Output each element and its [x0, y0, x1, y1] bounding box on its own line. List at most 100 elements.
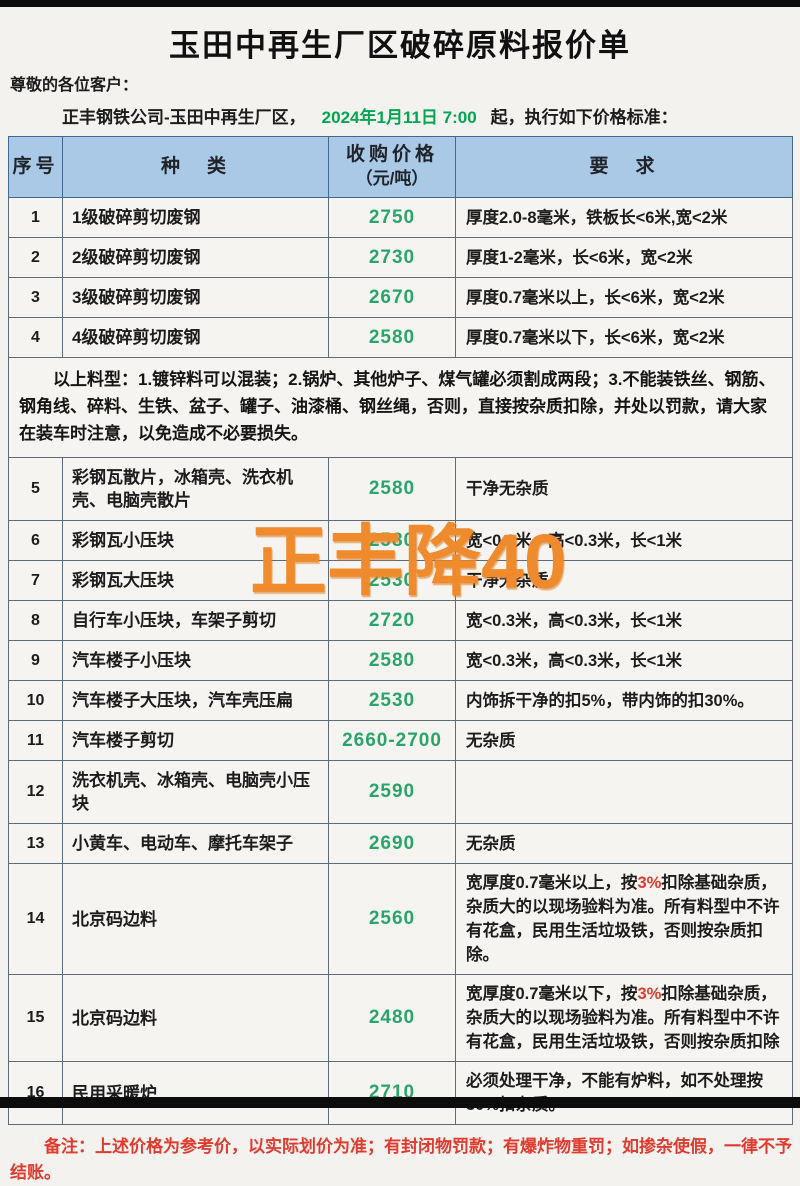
seq-cell: 1: [8, 197, 63, 238]
price-cell: 2690: [328, 823, 456, 864]
kind-cell: 北京码边料: [62, 863, 329, 975]
req-cell: 干净无杂质: [455, 457, 793, 521]
header-kind: 种 类: [62, 136, 329, 198]
price-cell: 2580: [328, 520, 456, 561]
effective-suffix: 起，执行如下价格标准：: [490, 108, 678, 127]
quotation-sheet: 玉田中再生厂区破碎原料报价单 尊敬的各位客户： 正丰钢铁公司-玉田中再生厂区， 2…: [0, 7, 800, 1186]
req-cell: 宽<0.3米，高<0.3米，长<1米: [455, 520, 793, 561]
price-cell: 2670: [328, 277, 456, 318]
kind-cell: 4级破碎剪切废钢: [62, 317, 329, 358]
price-cell: 2660-2700: [328, 720, 456, 761]
req-cell: 厚度0.7毫米以上，长<6米，宽<2米: [455, 277, 793, 318]
kind-cell: 3级破碎剪切废钢: [62, 277, 329, 318]
effective-datetime: 2024年1月11日 7:00: [321, 108, 477, 127]
req-cell: 厚度1-2毫米，长<6米，宽<2米: [455, 237, 793, 278]
req-cell: 内饰拆干净的扣5%，带内饰的扣30%。: [455, 680, 793, 721]
kind-cell: 自行车小压块，车架子剪切: [62, 600, 329, 641]
header-seq: 序号: [8, 136, 63, 198]
seq-cell: 4: [8, 317, 63, 358]
table-row: 8 自行车小压块，车架子剪切 2720 宽<0.3米，高<0.3米，长<1米: [8, 600, 793, 641]
table-row: 1 1级破碎剪切废钢 2750 厚度2.0-8毫米，铁板长<6米,宽<2米: [8, 197, 793, 238]
table-row: 15 北京码边料 2480 宽厚度0.7毫米以下，按3%扣除基础杂质，杂质大的以现场验…: [8, 974, 793, 1062]
kind-cell: 彩钢瓦小压块: [62, 520, 329, 561]
remark-note: 备注：上述价格为参考价，以实际划价为准；有封闭物罚款；有爆炸物重罚；如掺杂使假，…: [10, 1137, 792, 1182]
kind-cell: 2级破碎剪切废钢: [62, 237, 329, 278]
table-row: 6 彩钢瓦小压块 2580 宽<0.3米，高<0.3米，长<1米: [8, 520, 793, 561]
seq-cell: 3: [8, 277, 63, 318]
req-cell: 无杂质: [455, 823, 793, 864]
table-row: 12 洗衣机壳、冰箱壳、电脑壳小压块 2590: [8, 760, 793, 824]
seq-cell: 11: [8, 720, 63, 761]
price-cell: 2590: [328, 760, 456, 824]
req-cell: 无杂质: [455, 720, 793, 761]
page-title: 玉田中再生厂区破碎原料报价单: [169, 28, 631, 63]
price-cell: 2710: [328, 1061, 456, 1125]
table-row: 11 汽车楼子剪切 2660-2700 无杂质: [8, 720, 793, 761]
header-req: 要 求: [455, 136, 793, 198]
price-cell: 2580: [328, 317, 456, 358]
seq-cell: 5: [8, 457, 63, 521]
table-row: 10 汽车楼子大压块，汽车壳压扁 2530 内饰拆干净的扣5%，带内饰的扣30%。: [8, 680, 793, 721]
seq-cell: 14: [8, 863, 63, 975]
seq-cell: 7: [8, 560, 63, 601]
price-cell: 2720: [328, 600, 456, 641]
seq-cell: 16: [8, 1061, 63, 1125]
req-cell: [455, 760, 793, 824]
price-cell: 2530: [328, 560, 456, 601]
top-letterbox-bar: [0, 0, 800, 7]
seq-cell: 6: [8, 520, 63, 561]
price-cell: 2750: [328, 197, 456, 238]
table-row: 5 彩钢瓦散片，冰箱壳、洗衣机壳、电脑壳散片 2580 干净无杂质: [8, 457, 793, 521]
req-cell: 宽厚度0.7毫米以上，按3%扣除基础杂质，杂质大的以现场验料为准。所有料型中不许…: [455, 863, 793, 975]
price-cell: 2580: [328, 457, 456, 521]
kind-cell: 小黄车、电动车、摩托车架子: [62, 823, 329, 864]
kind-cell: 洗衣机壳、冰箱壳、电脑壳小压块: [62, 760, 329, 824]
seq-cell: 13: [8, 823, 63, 864]
req-cell: 必须处理干净，不能有炉料，如不处理按30%扣杂质。: [455, 1061, 793, 1125]
header-price: 收购价格 （元/吨）: [328, 136, 456, 198]
price-cell: 2530: [328, 680, 456, 721]
material-type-note: 以上料型：1.镀锌料可以混装；2.锅炉、其他炉子、煤气罐必须割成两段；3.不能装…: [8, 357, 793, 458]
req-cell: 宽厚度0.7毫米以下，按3%扣除基础杂质，杂质大的以现场验料为准。所有料型中不许…: [455, 974, 793, 1062]
deduction-percent-highlight: 3%: [637, 985, 662, 1003]
seq-cell: 8: [8, 600, 63, 641]
note-row: 以上料型：1.镀锌料可以混装；2.锅炉、其他炉子、煤气罐必须割成两段；3.不能装…: [8, 357, 793, 458]
req-cell: 宽<0.3米，高<0.3米，长<1米: [455, 640, 793, 681]
kind-cell: 彩钢瓦大压块: [62, 560, 329, 601]
price-cell: 2480: [328, 974, 456, 1062]
req-cell: 厚度0.7毫米以下，长<6米，宽<2米: [455, 317, 793, 358]
price-table-body: 1 1级破碎剪切废钢 2750 厚度2.0-8毫米，铁板长<6米,宽<2米 2 2级破碎剪…: [8, 197, 793, 1125]
table-row: 3 3级破碎剪切废钢 2670 厚度0.7毫米以上，长<6米，宽<2米: [8, 277, 793, 318]
effective-line: 正丰钢铁公司-玉田中再生厂区， 2024年1月11日 7:00 起，执行如下价格标准…: [62, 103, 800, 128]
price-cell: 2560: [328, 863, 456, 975]
kind-cell: 彩钢瓦散片，冰箱壳、洗衣机壳、电脑壳散片: [62, 457, 329, 521]
kind-cell: 1级破碎剪切废钢: [62, 197, 329, 238]
kind-cell: 民用采暖炉: [62, 1061, 329, 1125]
table-row: 7 彩钢瓦大压块 2530 干净无杂质: [8, 560, 793, 601]
table-row: 9 汽车楼子小压块 2580 宽<0.3米，高<0.3米，长<1米: [8, 640, 793, 681]
table-row: 4 4级破碎剪切废钢 2580 厚度0.7毫米以下，长<6米，宽<2米: [8, 317, 793, 358]
seq-cell: 12: [8, 760, 63, 824]
req-cell: 厚度2.0-8毫米，铁板长<6米,宽<2米: [455, 197, 793, 238]
customer-greeting: 尊敬的各位客户：: [10, 77, 139, 94]
kind-cell: 汽车楼子大压块，汽车壳压扁: [62, 680, 329, 721]
seq-cell: 9: [8, 640, 63, 681]
table-row: 13 小黄车、电动车、摩托车架子 2690 无杂质: [8, 823, 793, 864]
price-cell: 2580: [328, 640, 456, 681]
table-row: 14 北京码边料 2560 宽厚度0.7毫米以上，按3%扣除基础杂质，杂质大的以现场验…: [8, 863, 793, 975]
price-table-header: 序号 种 类 收购价格 （元/吨） 要 求: [8, 136, 793, 198]
table-row: 2 2级破碎剪切废钢 2730 厚度1-2毫米，长<6米，宽<2米: [8, 237, 793, 278]
req-cell: 宽<0.3米，高<0.3米，长<1米: [455, 600, 793, 641]
bottom-letterbox-bar: [0, 1097, 800, 1108]
header-price-unit: （元/吨）: [355, 169, 429, 188]
company-name: 正丰钢铁公司-玉田中再生厂区，: [62, 108, 306, 127]
seq-cell: 15: [8, 974, 63, 1062]
kind-cell: 北京码边料: [62, 974, 329, 1062]
price-cell: 2730: [328, 237, 456, 278]
kind-cell: 汽车楼子剪切: [62, 720, 329, 761]
seq-cell: 2: [8, 237, 63, 278]
seq-cell: 10: [8, 680, 63, 721]
price-table: 序号 种 类 收购价格 （元/吨） 要 求 1 1级破碎剪切废钢 2750 厚度2.0-…: [8, 136, 793, 1125]
req-cell: 干净无杂质: [455, 560, 793, 601]
